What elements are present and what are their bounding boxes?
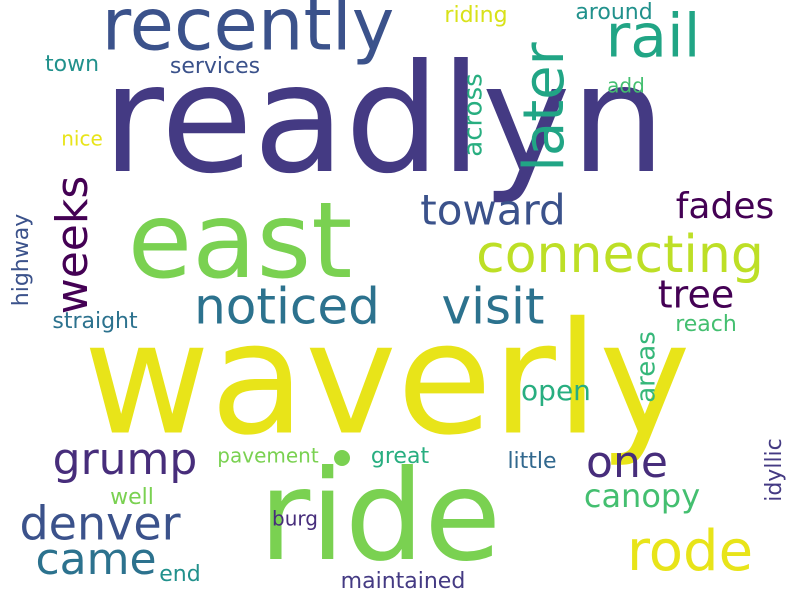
word-canopy: canopy bbox=[584, 477, 700, 515]
word-visit: visit bbox=[441, 278, 544, 336]
word-open: open bbox=[521, 374, 591, 407]
word-east: east bbox=[128, 180, 353, 302]
word-around: around bbox=[575, 0, 652, 25]
word-end: end bbox=[159, 562, 200, 587]
word-later: later bbox=[512, 41, 577, 171]
word-recently: recently bbox=[102, 0, 395, 67]
word-highway: highway bbox=[9, 214, 34, 306]
word-readlyn: readlyn bbox=[102, 33, 665, 207]
word-one: one bbox=[586, 437, 668, 488]
word-little: little bbox=[507, 449, 556, 474]
word-pavement: pavement bbox=[217, 444, 319, 468]
word-tree: tree bbox=[658, 273, 734, 317]
word-well: well bbox=[110, 485, 154, 510]
word-riding: riding bbox=[444, 3, 507, 28]
dot-marker bbox=[334, 450, 350, 466]
word-waverly: waverly bbox=[83, 288, 690, 469]
word-connecting: connecting bbox=[476, 225, 764, 285]
word-idyllic: idyllic bbox=[762, 438, 787, 502]
word-great: great bbox=[371, 444, 430, 469]
word-fades: fades bbox=[676, 186, 775, 227]
word-reach: reach bbox=[675, 312, 737, 337]
word-ride: ride bbox=[259, 444, 501, 589]
word-nice: nice bbox=[61, 127, 103, 151]
word-areas: areas bbox=[632, 331, 662, 403]
word-weeks: weeks bbox=[47, 176, 98, 315]
word-town: town bbox=[45, 52, 99, 77]
word-maintained: maintained bbox=[341, 569, 466, 594]
word-denver: denver bbox=[19, 497, 180, 551]
word-add: add bbox=[607, 74, 645, 98]
word-rail: rail bbox=[606, 2, 701, 72]
word-toward: toward bbox=[420, 186, 565, 235]
word-rode: rode bbox=[627, 519, 753, 584]
word-straight: straight bbox=[52, 309, 138, 334]
word-came: came bbox=[35, 534, 156, 585]
word-grump: grump bbox=[53, 434, 198, 485]
word-burg: burg bbox=[272, 507, 318, 531]
word-services: services bbox=[170, 54, 260, 79]
word-noticed: noticed bbox=[194, 278, 380, 336]
word-across: across bbox=[459, 73, 489, 156]
